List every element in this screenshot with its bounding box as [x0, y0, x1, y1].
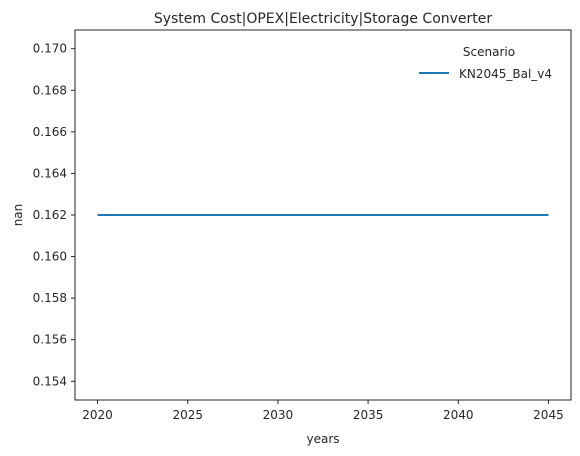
y-tick-label: 0.162 [33, 208, 67, 222]
x-tick-label: 2020 [82, 408, 113, 422]
y-axis: 0.154 0.156 0.158 0.160 0.162 0.164 0.166 0.168… [33, 42, 75, 388]
y-tick-label: 0.166 [33, 125, 67, 139]
y-tick-label: 0.164 [33, 166, 67, 180]
x-tick-label: 2040 [443, 408, 474, 422]
x-tick-label: 2035 [353, 408, 384, 422]
legend: Scenario KN2045_Bal_v4 [419, 45, 552, 81]
legend-title: Scenario [463, 45, 515, 59]
x-tick-label: 2045 [533, 408, 564, 422]
x-tick-label: 2025 [172, 408, 203, 422]
y-axis-label: nan [11, 204, 25, 227]
y-tick-label: 0.168 [33, 83, 67, 97]
y-tick-label: 0.154 [33, 374, 67, 388]
y-tick-label: 0.160 [33, 250, 67, 264]
legend-label-kn2045-bal-v4: KN2045_Bal_v4 [459, 67, 552, 81]
y-tick-label: 0.158 [33, 291, 67, 305]
x-tick-label: 2030 [263, 408, 294, 422]
x-axis-label: years [306, 432, 339, 446]
x-axis: 2020 2025 2030 2035 2040 2045 [82, 400, 564, 422]
y-tick-label: 0.170 [33, 42, 67, 56]
y-tick-label: 0.156 [33, 333, 67, 347]
chart-title: System Cost|OPEX|Electricity|Storage Con… [154, 11, 493, 27]
